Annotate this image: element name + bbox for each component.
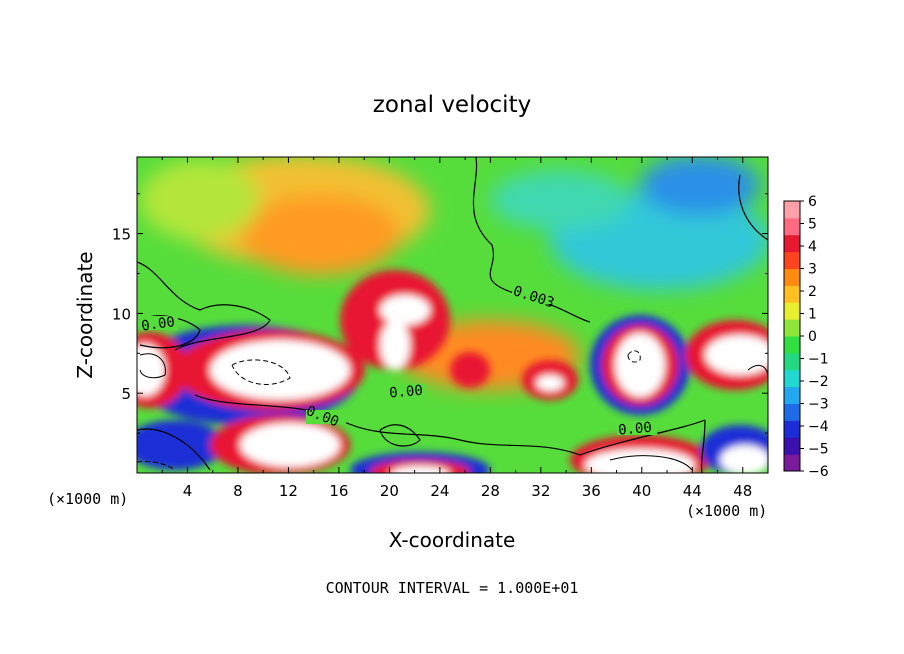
x-tick-label: 24 [430, 482, 449, 500]
contour-neg-left [231, 359, 291, 385]
contour-negative [137, 350, 641, 471]
colorbar-tick-label: 6 [808, 194, 817, 210]
colorbar-segment [784, 251, 800, 269]
plot-frame [136, 156, 769, 474]
field-blob-bottom-mid-core [390, 466, 450, 473]
field-blob-center-core [380, 295, 430, 325]
contour-label-mid: 0.00 [389, 383, 424, 402]
colorbar-segment [784, 403, 800, 421]
colorbar-tick-label: −2 [808, 374, 829, 390]
field-blob-bottom-far-core [720, 445, 768, 473]
colorbar-tick-label: 4 [808, 239, 817, 255]
colorbar-tick-label: −3 [808, 397, 829, 413]
contour-line-right-vertical [700, 419, 706, 473]
colorbar-segment [784, 369, 800, 388]
y-axis-unit-label: (×1000 m) [686, 502, 767, 520]
contour-neg-bottom [137, 460, 176, 471]
y-tick-label: 5 [121, 385, 131, 403]
colorbar-segment [784, 302, 800, 320]
field-blob-edge-core [137, 344, 165, 396]
contour-pos-bottom [609, 455, 693, 471]
field-blob-mid-cyan [490, 170, 630, 230]
colorbar-tick-label: −1 [808, 352, 829, 368]
field-blob-bottom-left-blue [137, 420, 225, 470]
field-blob-far-right-core [705, 335, 768, 375]
x-tick-label: 32 [531, 482, 550, 500]
colorbar-tick-label: −5 [808, 442, 829, 458]
colorbar-segment [784, 420, 800, 438]
contour-label-right: 0.00 [618, 420, 653, 439]
x-axis-title: X-coordinate [389, 528, 516, 552]
contour-label-bg [140, 316, 178, 330]
field-blob-upper-right-blue [640, 157, 760, 215]
colorbar-segment [784, 234, 800, 253]
colorbar-tick-label: −6 [808, 464, 829, 480]
field-blob-right-core [615, 333, 665, 397]
x-tick-label: 8 [233, 482, 243, 500]
contour-line-zero-low [137, 428, 211, 471]
contour-line-left-cell [139, 315, 201, 349]
x-tick-label: 40 [632, 482, 651, 500]
colorbar-segment [784, 268, 800, 286]
colorbar-tick-label: 0 [808, 329, 817, 345]
colorbar-segment [784, 454, 800, 472]
field-blob-red-spot-a [450, 352, 490, 388]
colorbar-segment [784, 352, 800, 371]
colorbar-tick-label: 2 [808, 284, 817, 300]
x-tick-label: 12 [279, 482, 298, 500]
contour-lines [137, 157, 768, 473]
x-tick-label: 4 [183, 482, 193, 500]
x-axis: 4 8 12 16 20 24 28 32 36 40 44 48 [161, 157, 752, 500]
contour-label-bg [512, 290, 560, 304]
contour-label-bg [617, 421, 657, 435]
contour-pos-right [747, 364, 768, 376]
colorbar-tick-label: −4 [808, 419, 829, 435]
contour-label-bg [388, 384, 426, 398]
colorbar-segment [784, 386, 800, 404]
contour-line-zero-top [472, 157, 591, 323]
colorbar-segment [784, 285, 800, 303]
colorbar-tick-label: 3 [808, 262, 817, 278]
contour-line-zero-left [137, 261, 271, 351]
colorbar-segment [784, 319, 800, 337]
colorbar-segment [784, 437, 800, 455]
field-blob-center-core2 [380, 320, 410, 370]
contour-neg-right [627, 350, 641, 363]
y-tick-label: 15 [112, 226, 131, 244]
velocity-field: 0.00 0.00 0.00 0.003 0.00 [137, 157, 768, 473]
contour-line-zero-mid [194, 394, 706, 456]
field-blob-bottom-right-core [585, 449, 695, 473]
x-tick-label: 20 [380, 482, 399, 500]
colorbar-segment [784, 201, 800, 219]
colorbar-segment [784, 217, 800, 236]
chart-title: zonal velocity [373, 92, 531, 118]
field-blob-left-core [210, 340, 350, 400]
x-tick-label: 16 [329, 482, 348, 500]
field-blob-bottom-core [240, 423, 340, 467]
contour-label-bg [306, 410, 346, 424]
x-tick-label: 36 [582, 482, 601, 500]
contour-line-mid-loop [379, 424, 421, 447]
colorbar-tick-label: 5 [808, 217, 817, 233]
contour-pos-left [139, 353, 166, 379]
colorbar: 6 5 4 3 2 1 0 −1 −2 −3 −4 −5 −6 [783, 194, 829, 480]
field-blob-upper-left [140, 160, 260, 240]
x-tick-label: 48 [733, 482, 752, 500]
field-blob-upper-orange [240, 195, 400, 275]
contour-line-zero-right [738, 174, 768, 241]
y-axis-title: Z-coordinate [73, 251, 97, 378]
contour-positive [139, 353, 768, 471]
x-axis-unit-label: (×1000 m) [47, 490, 128, 508]
field-blob-red-spot-b-core [536, 375, 564, 391]
colorbar-tick-label: 1 [808, 307, 817, 323]
x-tick-label: 44 [683, 482, 702, 500]
colorbar-segment [784, 336, 800, 354]
contour-label-left: 0.00 [140, 314, 176, 335]
contour-interval-footer: CONTOUR INTERVAL = 1.000E+01 [326, 579, 579, 597]
y-axis: 5 10 15 [112, 193, 768, 434]
x-tick-label: 28 [481, 482, 500, 500]
y-tick-label: 10 [112, 305, 131, 323]
